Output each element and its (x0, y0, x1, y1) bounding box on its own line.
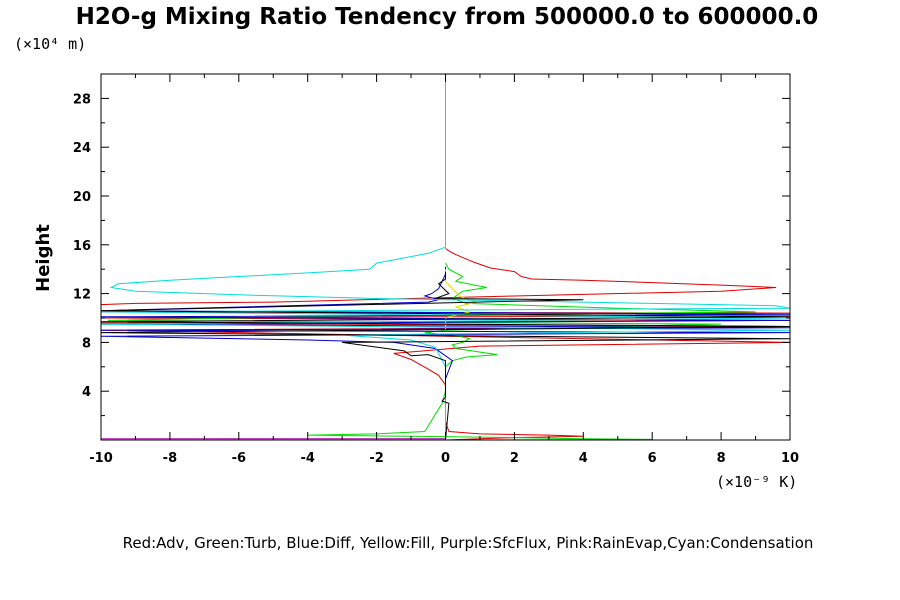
x-tick-label-9: 8 (717, 451, 726, 466)
x-tick-label-4: -2 (369, 451, 383, 466)
y-tick-label-2: 12 (73, 288, 91, 303)
legend-text: Red:Adv, Green:Turb, Blue:Diff, Yellow:F… (123, 534, 814, 552)
series-line-fill (445, 269, 479, 331)
y-tick-label-0: 4 (82, 385, 91, 400)
y-tick-label-4: 20 (73, 190, 91, 205)
x-axis-unit-label: (×10⁻⁹ K) (716, 473, 797, 491)
series-line-condensation (100, 74, 791, 440)
x-tick-label-2: -6 (232, 451, 246, 466)
y-tick-label-6: 28 (73, 92, 91, 107)
series-line-unlabeled-7 (100, 271, 791, 441)
y-axis-label: Height (33, 224, 54, 292)
y-tick-label-3: 16 (73, 239, 91, 254)
x-tick-label-3: -4 (300, 451, 314, 466)
chart-title: H2O-g Mixing Ratio Tendency from 500000.… (76, 4, 819, 30)
y-tick-label-1: 8 (82, 336, 91, 351)
y-tick-label-5: 24 (73, 141, 91, 156)
x-tick-label-5: 0 (441, 451, 450, 466)
x-tick-label-0: -10 (89, 451, 113, 466)
x-tick-label-10: 10 (781, 451, 799, 466)
y-axis-unit-label: (×10⁴ m) (14, 35, 86, 53)
series-layer (100, 74, 791, 441)
x-tick-label-8: 6 (648, 451, 657, 466)
x-tick-label-6: 2 (510, 451, 519, 466)
x-tick-label-7: 4 (579, 451, 588, 466)
x-tick-label-1: -8 (163, 451, 177, 466)
series-line-turb (107, 262, 756, 441)
